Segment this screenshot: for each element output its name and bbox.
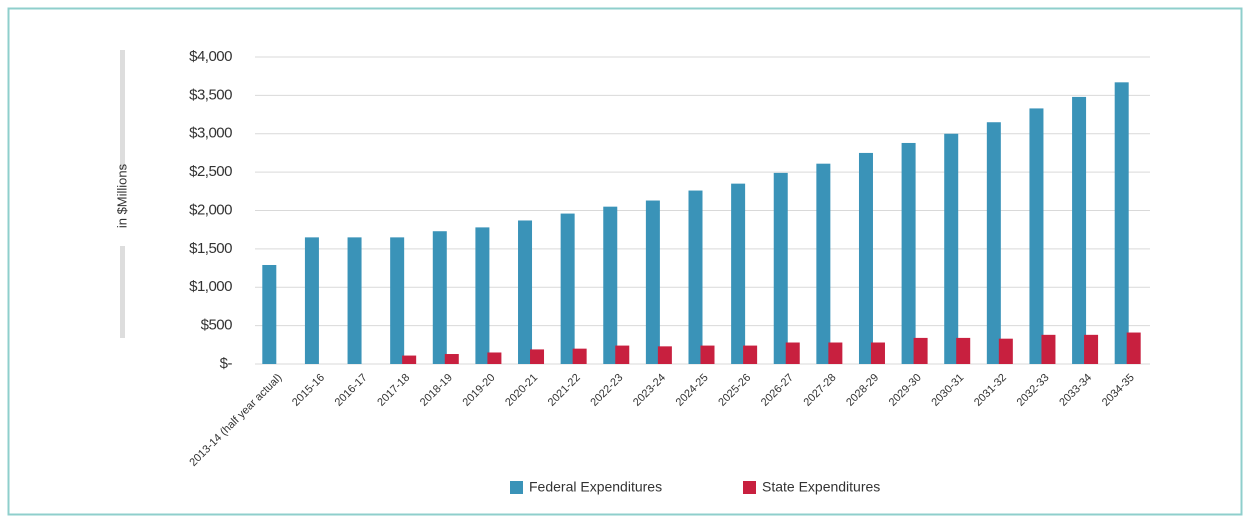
x-tick-label: 2020-21 bbox=[503, 372, 540, 409]
bar bbox=[828, 342, 843, 364]
x-tick-label: 2032-33 bbox=[1015, 372, 1052, 409]
bar bbox=[262, 264, 277, 364]
bar bbox=[390, 237, 405, 364]
x-tick-label: 2015-16 bbox=[290, 372, 327, 409]
bar bbox=[944, 133, 959, 364]
bar bbox=[785, 342, 800, 364]
bar bbox=[657, 346, 672, 364]
frame bbox=[7, 7, 1243, 516]
bar bbox=[444, 354, 459, 364]
bar bbox=[1114, 82, 1129, 364]
x-tick-label: 2033-34 bbox=[1057, 372, 1094, 409]
y-tick-label: $1,000 bbox=[189, 278, 232, 295]
y-tick-label: $2,000 bbox=[189, 201, 232, 218]
x-tick-label: 2013-14 (half year actual) bbox=[187, 372, 284, 469]
y-tick-label: $1,500 bbox=[189, 240, 232, 257]
bar bbox=[816, 163, 831, 364]
bar bbox=[347, 237, 362, 364]
x-tick-label: 2017-18 bbox=[375, 372, 412, 409]
bar bbox=[645, 200, 660, 364]
bar bbox=[402, 355, 417, 364]
y-tick-label: $4,000 bbox=[189, 48, 232, 65]
bar bbox=[913, 337, 928, 364]
x-tick-label: 2031-32 bbox=[972, 372, 1009, 409]
bar bbox=[615, 345, 630, 364]
x-tick-label: 2022-23 bbox=[588, 372, 625, 409]
bar bbox=[572, 348, 587, 364]
y-axis-title: in $Millions bbox=[114, 163, 129, 228]
bar bbox=[731, 183, 746, 364]
bar bbox=[1029, 108, 1044, 364]
x-tick-label: 2021-22 bbox=[546, 372, 583, 409]
y-tick-label: $500 bbox=[201, 317, 233, 334]
axis-title-bar bbox=[120, 246, 125, 338]
y-tick-label: $3,500 bbox=[189, 86, 232, 103]
legend-swatch bbox=[510, 481, 523, 494]
bar bbox=[986, 122, 1001, 364]
x-tick-label: 2026-27 bbox=[759, 372, 796, 409]
bar bbox=[530, 349, 545, 364]
bar bbox=[560, 213, 575, 364]
bar bbox=[1126, 332, 1141, 364]
x-tick-label: 2028-29 bbox=[844, 372, 881, 409]
x-tick-label: 2025-26 bbox=[716, 372, 753, 409]
bar bbox=[518, 220, 533, 364]
bar bbox=[773, 172, 788, 364]
bar bbox=[475, 227, 490, 364]
x-tick-label: 2029-30 bbox=[887, 372, 924, 409]
bar bbox=[998, 338, 1013, 364]
bar bbox=[603, 206, 618, 364]
legend-swatch bbox=[743, 481, 756, 494]
x-tick-label: 2018-19 bbox=[418, 372, 455, 409]
x-tick-label: 2027-28 bbox=[801, 372, 838, 409]
bar bbox=[858, 152, 873, 364]
x-tick-label: 2019-20 bbox=[461, 372, 498, 409]
legend-label: State Expenditures bbox=[762, 479, 880, 495]
y-tick-label: $2,500 bbox=[189, 163, 232, 180]
axis-title-bar bbox=[120, 50, 125, 170]
legend-label: Federal Expenditures bbox=[529, 479, 662, 495]
bar bbox=[688, 190, 703, 364]
bar bbox=[870, 342, 885, 364]
bar bbox=[432, 231, 447, 364]
x-tick-label: 2030-31 bbox=[929, 372, 966, 409]
bar bbox=[956, 337, 971, 364]
x-tick-label: 2034-35 bbox=[1100, 372, 1137, 409]
bar bbox=[901, 142, 916, 364]
bar bbox=[304, 237, 319, 364]
bar bbox=[1072, 96, 1087, 364]
bar bbox=[743, 345, 758, 364]
bar bbox=[1041, 334, 1056, 364]
x-tick-label: 2023-24 bbox=[631, 372, 668, 409]
y-tick-label: $3,000 bbox=[189, 125, 232, 142]
y-tick-label: $- bbox=[220, 355, 233, 372]
bar bbox=[700, 345, 715, 364]
x-tick-label: 2016-17 bbox=[333, 372, 370, 409]
bar bbox=[487, 352, 502, 364]
bar bbox=[1084, 334, 1099, 364]
x-tick-label: 2024-25 bbox=[674, 372, 711, 409]
